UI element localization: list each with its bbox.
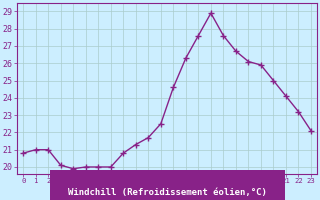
X-axis label: Windchill (Refroidissement éolien,°C): Windchill (Refroidissement éolien,°C) [68, 188, 267, 197]
